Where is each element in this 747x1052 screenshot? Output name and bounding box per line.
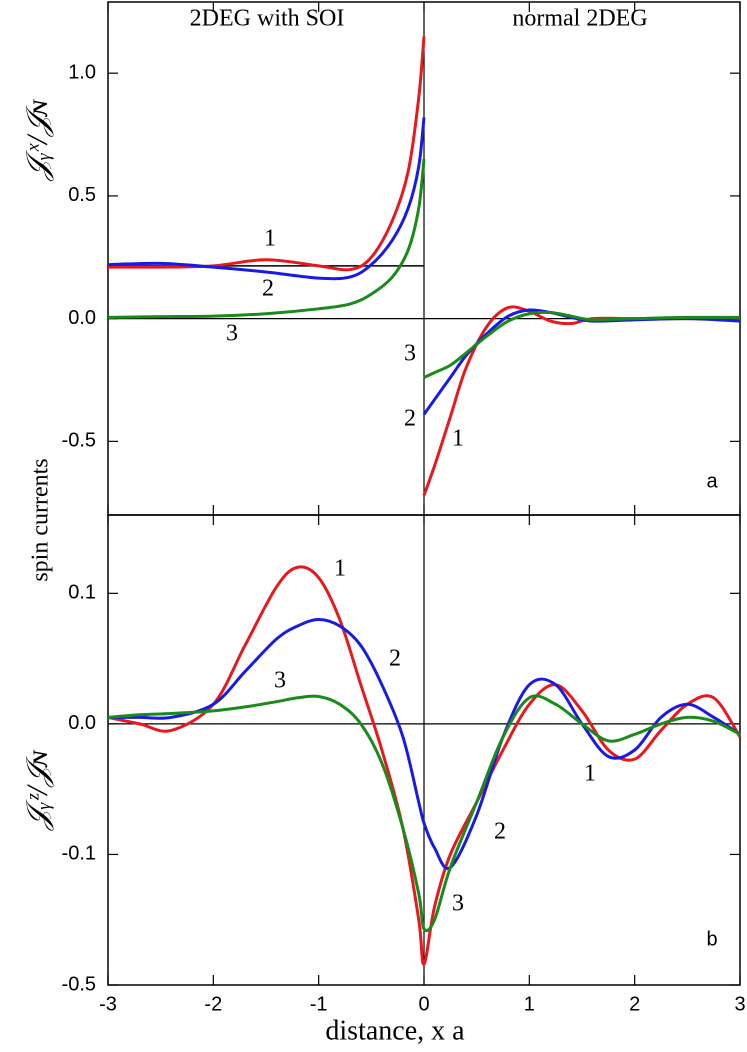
annotation: 2 [389, 646, 401, 672]
annotation: 1 [452, 426, 464, 452]
x-tick-label: -2 [204, 993, 222, 1015]
annotation: 1 [334, 556, 346, 582]
y-tick-label: 0.5 [68, 184, 96, 206]
curve [422, 308, 741, 416]
y-tick-label: 0.0 [68, 712, 96, 734]
y-tick-label: -0.1 [62, 843, 96, 865]
curve [107, 117, 426, 281]
y-tick-label: 0.0 [68, 307, 96, 329]
x-tick-label: 2 [629, 993, 640, 1015]
curve [423, 310, 741, 379]
annotation: a [706, 470, 718, 492]
annotation: 2 [262, 276, 274, 302]
y-tick-label: -0.5 [62, 973, 96, 995]
curve [107, 565, 742, 966]
curve [107, 694, 741, 933]
curve [108, 617, 741, 871]
x-axis-label: distance, x a [325, 1015, 465, 1046]
annotation: 2 [404, 406, 416, 432]
x-tick-label: -1 [310, 993, 328, 1015]
curve [107, 158, 426, 319]
annotation: 2 [494, 819, 506, 845]
shared-y-label: spin currents [28, 458, 54, 581]
x-tick-label: 0 [418, 993, 429, 1015]
y-tick-label: 0.1 [68, 582, 96, 604]
annotation: 3 [404, 341, 416, 367]
annotation: 3 [226, 321, 238, 347]
x-tick-label: 1 [524, 993, 535, 1015]
y-tick-label: 1.0 [68, 61, 96, 83]
y-axis-label: 𝒥ᵧᶻ/𝒥ɴ [21, 750, 54, 832]
y-axis-label: 𝒥ᵧˣ/𝒥ɴ [21, 99, 54, 182]
annotation: b [706, 928, 717, 950]
annotation: normal 2DEG [512, 6, 647, 32]
annotation: 3 [274, 668, 286, 694]
annotation: 3 [452, 891, 464, 917]
annotation: 1 [264, 226, 276, 252]
annotation: 1 [584, 761, 596, 787]
x-tick-label: 3 [734, 993, 745, 1015]
annotation: 2DEG with SOI [190, 6, 345, 32]
curve [422, 305, 740, 496]
x-tick-label: -3 [99, 993, 117, 1015]
y-tick-label: -0.5 [62, 430, 96, 452]
